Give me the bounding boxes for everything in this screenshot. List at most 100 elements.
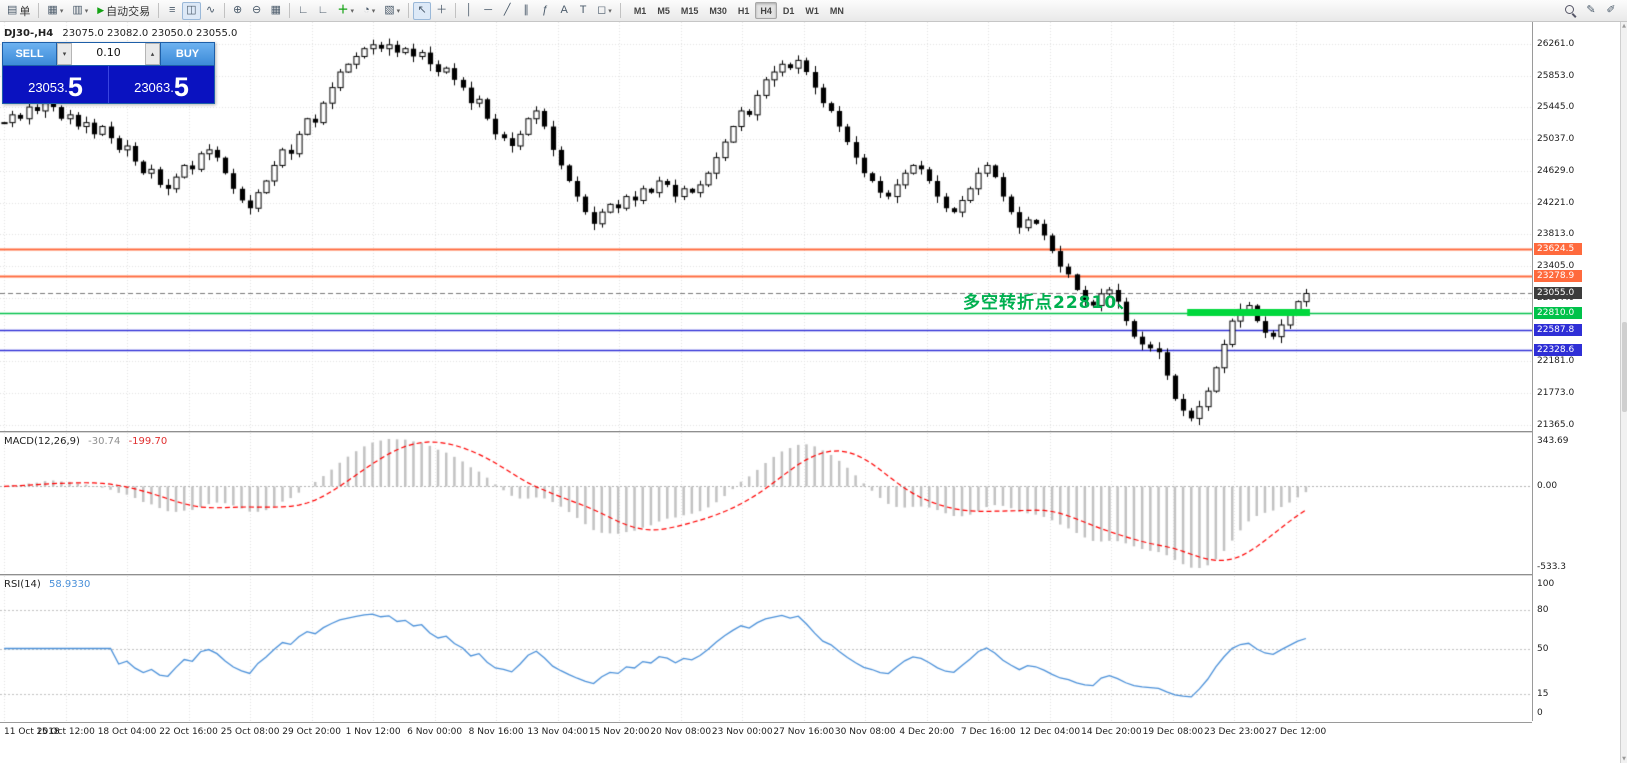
price-scale-label: 26261.0 <box>1537 39 1575 49</box>
toolbar-separator <box>288 3 290 18</box>
timeframe-button-w1[interactable]: W1 <box>800 2 824 19</box>
volume-stepper: ▾ 0.10 ▴ <box>57 43 160 65</box>
scroll-down-icon[interactable]: ▼ <box>1622 756 1626 762</box>
clock-icon: ◔ <box>363 4 370 16</box>
scroll-thumb[interactable] <box>1622 322 1627 412</box>
time-label: 22 Oct 16:00 <box>159 727 218 737</box>
chart-shift-icon: ∟ <box>317 4 329 16</box>
volume-increase-button[interactable]: ▴ <box>145 43 160 65</box>
channel-button[interactable]: ∥ <box>517 2 535 20</box>
price-scale-label: 25853.0 <box>1537 71 1575 81</box>
rsi-value: 58.9330 <box>48 579 91 590</box>
new-order-button[interactable]: ▤ 单 <box>3 2 34 20</box>
macd-main-value: -30.74 <box>88 436 121 447</box>
cursor-button[interactable]: ↖ <box>413 1 432 20</box>
auto-scroll-icon: ∟ <box>297 4 309 16</box>
buy-price-big-digit: 5 <box>173 72 189 102</box>
label-tool-button[interactable]: T <box>574 2 592 20</box>
time-axis[interactable]: 11 Oct 2018 15 Oct 12:00 18 Oct 04:00 22 Oc… <box>0 722 1532 741</box>
macd-canvas[interactable] <box>0 433 1532 574</box>
zoom-out-button[interactable]: ⊖ <box>248 2 266 20</box>
candlestick-chart-button[interactable]: ◫ <box>182 1 201 20</box>
price-scale-label: 22181.0 <box>1537 356 1575 366</box>
text-tool-button[interactable]: A <box>555 2 573 20</box>
profiles-icon: ▥ <box>72 4 83 16</box>
price-chart-canvas[interactable] <box>0 22 1532 431</box>
indicators-button[interactable]: ＋ ▾ <box>334 2 359 20</box>
trendline-button[interactable]: ╱ <box>498 2 516 20</box>
scroll-up-icon[interactable]: ▲ <box>1622 23 1626 29</box>
horizontal-line-button[interactable]: ─ <box>479 2 497 20</box>
profiles-button[interactable]: ▥ ▾ <box>68 2 92 20</box>
time-label: 27 Dec 12:00 <box>1265 727 1327 737</box>
tile-windows-button[interactable]: ▦ <box>267 2 285 20</box>
timeframe-button-m15[interactable]: M15 <box>676 2 704 19</box>
trade-widget-prices: 23053. 5 23063. 5 <box>3 65 214 103</box>
text-tool-icon: A <box>560 4 568 16</box>
price-scale-label: 24629.0 <box>1537 166 1575 176</box>
time-label: 15 Oct 12:00 <box>36 727 95 737</box>
fibonacci-icon: ƒ <box>542 4 549 16</box>
auto-trading-button[interactable]: ▶ 自动交易 <box>93 2 154 20</box>
shapes-button[interactable]: ◻ ▾ <box>593 2 616 20</box>
horizontal-line-icon: ─ <box>484 4 493 16</box>
timeframe-button-d1[interactable]: D1 <box>778 2 800 19</box>
new-chart-button[interactable]: ▦ ▾ <box>43 2 67 20</box>
search-button[interactable] <box>1561 2 1580 20</box>
panel-separator[interactable] <box>0 574 1627 576</box>
auto-scroll-button[interactable]: ∟ <box>294 2 313 20</box>
price-scale-label: 21773.0 <box>1537 388 1575 398</box>
macd-label: MACD(12,26,9) <box>4 436 80 447</box>
periods-button[interactable]: ◔ ▾ <box>359 2 379 20</box>
rsi-canvas[interactable] <box>0 576 1532 721</box>
line-chart-icon: ∿ <box>205 4 216 16</box>
right-scrollbar[interactable]: ▲ ▼ <box>1620 22 1627 763</box>
timeframe-button-h1[interactable]: H1 <box>733 2 755 19</box>
zoom-in-icon: ⊕ <box>232 4 243 16</box>
crosshair-button[interactable]: ＋ <box>432 2 451 20</box>
chart-shift-button[interactable]: ∟ <box>314 2 333 20</box>
time-label: 15 Nov 20:00 <box>588 727 650 737</box>
new-order-label: 单 <box>19 5 31 18</box>
time-label: 23 Nov 00:00 <box>711 727 773 737</box>
price-level-badge: 23278.9 <box>1534 270 1582 282</box>
rsi-panel: RSI(14) 58.9330 <box>0 576 1532 721</box>
timeframe-button-h4[interactable]: H4 <box>755 2 777 19</box>
new-chart-icon: ▦ <box>47 4 58 16</box>
timeframe-group: M1 M5 M15 M30 H1 H4 D1 W1 MN <box>629 2 849 19</box>
toolbar-separator <box>223 3 225 18</box>
current-price-badge: 23055.0 <box>1534 287 1582 299</box>
timeframe-button-mn[interactable]: MN <box>825 2 849 19</box>
time-label: 12 Dec 04:00 <box>1019 727 1081 737</box>
buy-button[interactable]: BUY <box>160 43 214 65</box>
price-level-badge: 22810.0 <box>1534 307 1582 319</box>
vertical-line-icon: │ <box>465 4 473 16</box>
buy-price-button[interactable]: 23063. 5 <box>109 66 214 103</box>
zoom-in-button[interactable]: ⊕ <box>229 2 247 20</box>
fibonacci-button[interactable]: ƒ <box>536 2 554 20</box>
one-click-trading-widget: SELL ▾ 0.10 ▴ BUY 23053. 5 23063. 5 <box>2 42 215 104</box>
edit-button[interactable]: ✎ <box>1582 2 1600 20</box>
time-label: 11 Oct 2018 <box>4 727 60 737</box>
toolbar-separator <box>158 3 160 18</box>
channel-icon: ∥ <box>523 4 529 16</box>
compose-button[interactable]: ✐ <box>1602 2 1620 20</box>
sell-button[interactable]: SELL <box>3 43 57 65</box>
sell-price-button[interactable]: 23053. 5 <box>3 66 109 103</box>
price-scale[interactable]: 26261.0 25853.0 25445.0 25037.0 24629.0 24221… <box>1532 22 1620 721</box>
label-tool-icon: T <box>579 4 587 16</box>
line-chart-button[interactable]: ∿ <box>202 2 220 20</box>
timeframe-button-m1[interactable]: M1 <box>629 2 652 19</box>
templates-button[interactable]: ▧ ▾ <box>380 2 404 20</box>
pivot-annotation: 多空转折点22810、 <box>963 293 1136 313</box>
timeframe-button-m30[interactable]: M30 <box>704 2 732 19</box>
volume-value[interactable]: 0.10 <box>96 46 121 59</box>
volume-decrease-button[interactable]: ▾ <box>57 43 72 65</box>
panel-separator[interactable] <box>0 431 1627 433</box>
time-label: 27 Nov 16:00 <box>773 727 835 737</box>
timeframe-button-m5[interactable]: M5 <box>652 2 675 19</box>
bar-chart-button[interactable]: ≡ <box>163 2 181 20</box>
vertical-line-button[interactable]: │ <box>460 2 478 20</box>
price-scale-label: 21365.0 <box>1537 420 1575 430</box>
